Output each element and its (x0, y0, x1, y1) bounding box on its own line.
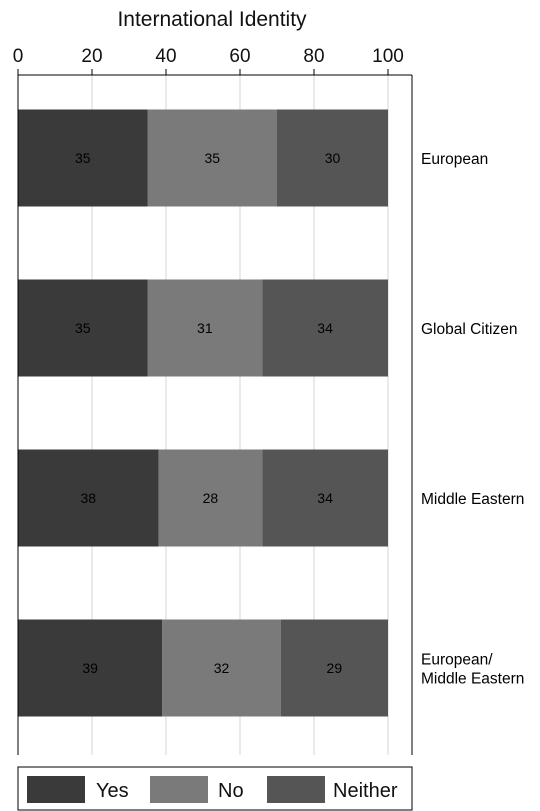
legend-label: Neither (333, 780, 398, 802)
category-labels: European Global Citizen Middle Eastern Euro… (421, 151, 524, 688)
category-label: European (421, 151, 488, 168)
x-tick-label: 40 (155, 46, 176, 67)
data-label: 28 (203, 490, 219, 506)
bar-segment (18, 279, 148, 377)
bar-segment (162, 619, 281, 717)
x-axis-ticks: 0 20 40 60 80 100 (13, 46, 404, 75)
bar-segment (18, 109, 148, 207)
bar-segment (147, 109, 277, 207)
data-label: 31 (197, 320, 213, 336)
bar-segment (280, 619, 388, 717)
bar-segment (147, 279, 263, 377)
data-label: 34 (317, 320, 333, 336)
x-tick-label: 60 (229, 46, 250, 67)
data-label: 38 (81, 490, 97, 506)
chart-title: International Identity (117, 8, 307, 31)
legend-swatch (267, 776, 325, 803)
legend-swatch (150, 776, 208, 803)
category-label: Middle Eastern (421, 491, 524, 508)
data-label: 35 (75, 320, 91, 336)
plot-frame (17, 74, 413, 755)
legend: Yes No Neither (17, 766, 413, 811)
data-label: 29 (327, 660, 343, 676)
x-tick-label: 0 (13, 46, 24, 67)
bar-segment (18, 619, 163, 717)
data-label: 39 (82, 660, 98, 676)
data-label: 35 (75, 150, 91, 166)
bars: 35 35 30 35 31 34 38 28 34 39 32 29 (18, 109, 388, 717)
data-label: 32 (214, 660, 230, 676)
x-tick-label: 20 (81, 46, 102, 67)
x-tick-label: 80 (303, 46, 324, 67)
data-label: 34 (317, 490, 333, 506)
bar-segment (262, 279, 388, 377)
bar-segment (18, 449, 159, 547)
data-label: 35 (204, 150, 220, 166)
category-label: European/Middle Eastern (421, 652, 524, 688)
bar-segment (158, 449, 263, 547)
x-tick-label: 100 (372, 46, 404, 67)
category-label: Global Citizen (421, 321, 518, 338)
bar-segment (277, 109, 388, 207)
data-label: 30 (325, 150, 341, 166)
legend-label: No (218, 780, 244, 802)
legend-swatch (27, 776, 85, 803)
bar-segment (262, 449, 388, 547)
legend-label: Yes (96, 780, 129, 802)
